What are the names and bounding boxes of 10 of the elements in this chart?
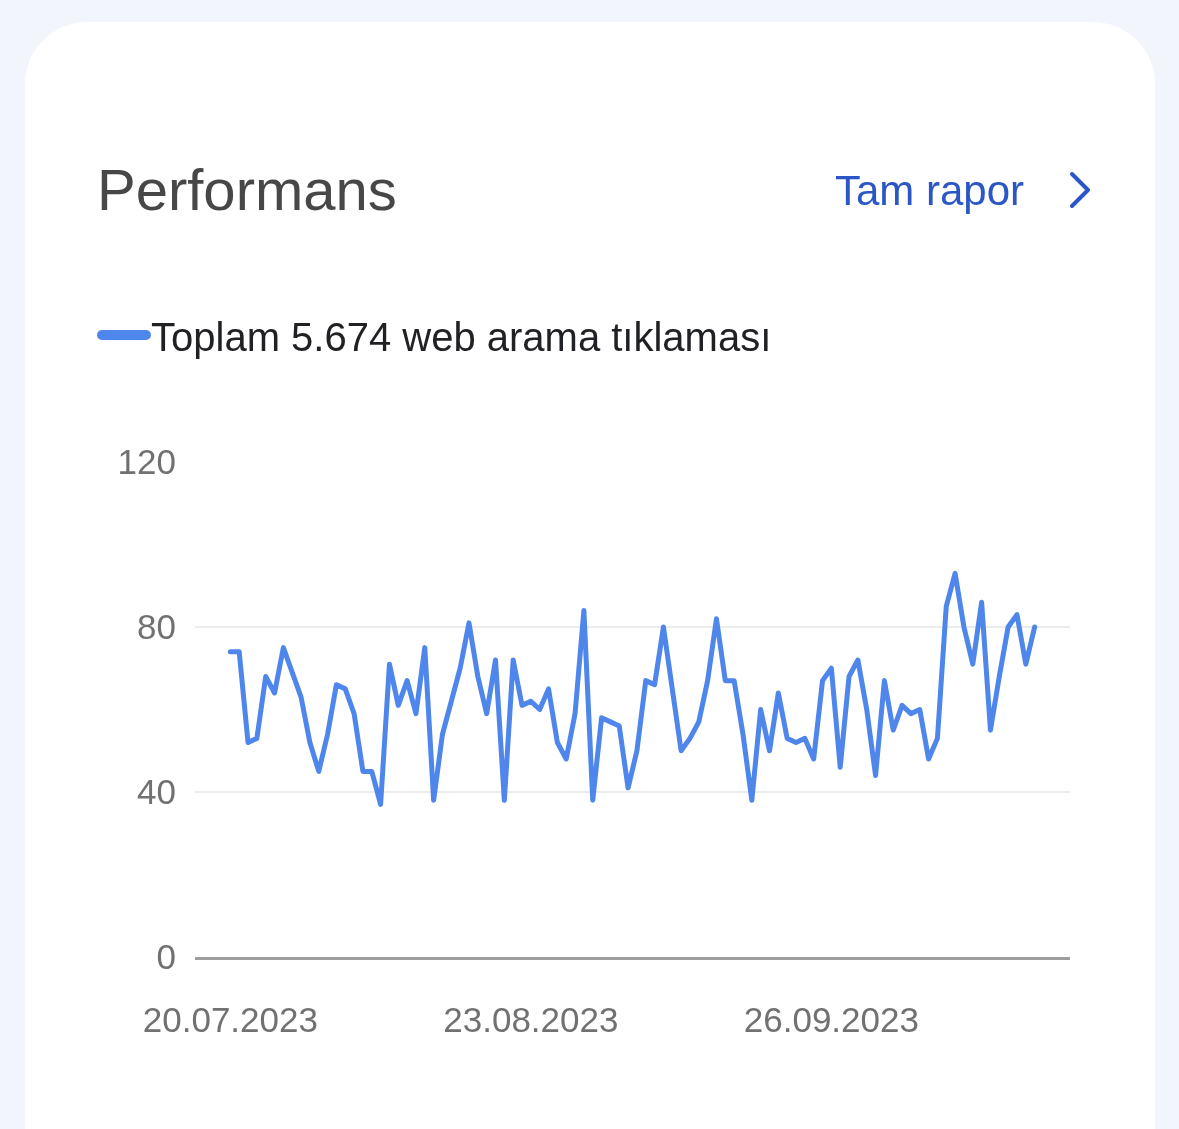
x-tick-label: 23.08.2023 bbox=[443, 1000, 619, 1039]
y-tick-label: 80 bbox=[137, 607, 176, 647]
chart-title: Performans bbox=[97, 157, 397, 223]
x-tick-label: 20.07.2023 bbox=[142, 1000, 318, 1039]
x-tick-label: 26.09.2023 bbox=[743, 1000, 919, 1039]
y-tick-label: 0 bbox=[156, 937, 176, 977]
y-tick-label: 40 bbox=[137, 772, 176, 812]
text: Tam rapor bbox=[835, 167, 1025, 214]
y-tick-label: 120 bbox=[117, 442, 176, 482]
legend-label: Toplam 5.674 web arama tıklaması bbox=[151, 314, 772, 359]
